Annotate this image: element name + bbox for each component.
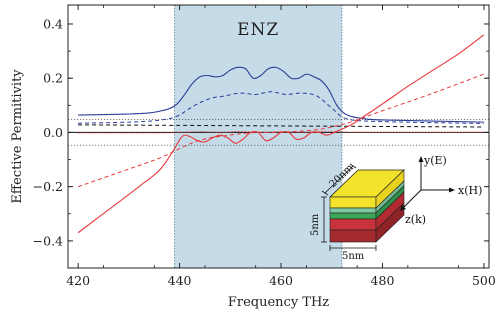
plot-frame [67,4,490,269]
dim-width-tick-b [349,163,357,169]
series-line-4 [77,34,485,234]
x-axis-ticks: 420 440 460 480 500 [66,5,496,288]
y-tick-label: −0.4 [33,233,63,248]
multilayer-inset: 20nm 5nm 5nm y(E) x(H) z(k) [310,154,482,262]
x-tick-label: 420 [66,273,90,288]
y-axis-title: Effective Permitivity [10,69,25,204]
y-tick-label: 0.4 [43,16,63,31]
series-line-2 [78,91,484,124]
dim-height-label: 5nm [310,213,321,236]
dim-width-line [324,165,354,194]
x-tick-label: 460 [269,273,293,288]
y-tick-label: 0.0 [43,125,63,140]
series-line-6 [78,130,484,134]
z-axis-arrow [402,189,422,209]
x-arrow-head [449,187,455,193]
x-tick-label: 500 [472,273,496,288]
layer-2 [329,207,377,214]
layer-3 [329,212,377,220]
axis-label-y: y(E) [423,154,447,167]
x-tick-label: 440 [168,273,192,288]
y-arrow-head [418,156,424,162]
axis-label-x: x(H) [458,184,482,197]
series-line-1 [78,66,484,123]
layer-5 [329,229,377,243]
series-line-5 [77,73,485,188]
y-axis-ticks: −0.4 −0.2 0.0 0.2 0.4 [33,16,489,269]
enz-region [174,5,342,268]
z-arrow-head [400,205,406,211]
layer-4 [329,218,377,231]
x-tick-label: 480 [371,273,395,288]
series-line-3 [78,124,484,128]
enz-label: ENZ [237,20,279,40]
y-tick-label: −0.2 [33,179,63,194]
side-layer-5 [375,202,405,243]
layer-1 [329,196,377,209]
axis-label-z: z(k) [405,213,426,226]
series-group [77,34,485,234]
dim-depth-label: 5nm [342,251,365,262]
y-tick-label: 0.2 [43,71,63,86]
dim-width-tick-a [321,190,329,196]
x-axis-title: Frequency THz [228,295,329,310]
